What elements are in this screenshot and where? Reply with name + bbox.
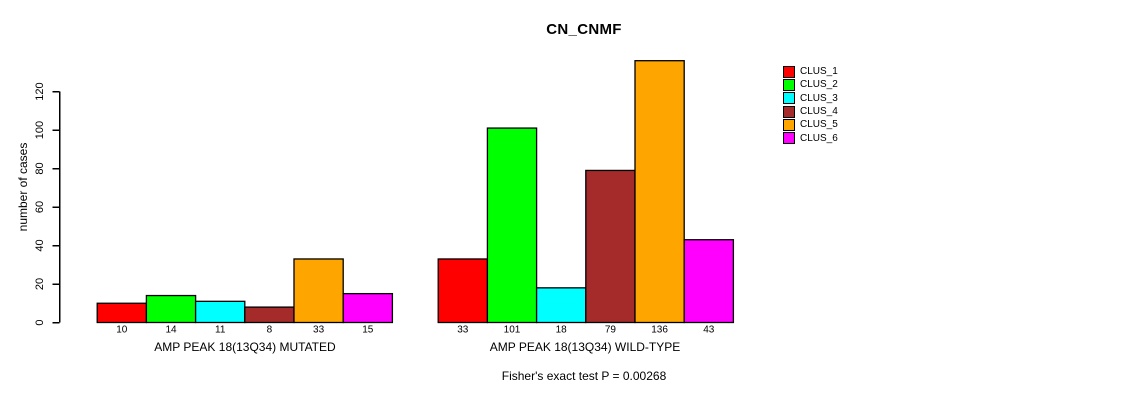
legend-item-clus_5: CLUS_5 — [783, 118, 838, 131]
bar-clus_2-cat0 — [145, 294, 197, 324]
legend-item-clus_2: CLUS_2 — [783, 78, 838, 91]
bar-value-label: 136 — [651, 325, 668, 336]
legend-swatch — [783, 65, 795, 78]
legend-label: CLUS_2 — [800, 79, 838, 91]
bar-clus_5-cat1 — [634, 60, 685, 324]
bar-clus_6-cat0 — [342, 292, 394, 324]
bar-clus_5-cat0 — [293, 258, 344, 324]
legend-swatch — [783, 132, 795, 145]
legend-item-clus_6: CLUS_6 — [783, 131, 838, 145]
bar-clus_3-cat0 — [194, 300, 246, 324]
legend-swatch — [783, 118, 795, 131]
bar-value-label: 33 — [457, 325, 469, 336]
legend-item-clus_4: CLUS_4 — [783, 105, 838, 118]
legend-label: CLUS_3 — [800, 92, 838, 104]
y-tick-label: 80 — [34, 162, 46, 174]
bar-clus_3-cat1 — [535, 287, 587, 324]
x-group-label-mutated: AMP PEAK 18(13Q34) MUTATED — [154, 340, 336, 354]
y-axis-label: number of cases — [16, 142, 30, 232]
bar-value-label: 79 — [605, 325, 617, 336]
bar-value-label: 11 — [215, 325, 226, 336]
y-tick-label: 100 — [34, 121, 46, 139]
bar-clus_4-cat1 — [585, 169, 636, 324]
chart-title: CN_CNMF — [546, 21, 622, 38]
bar-clus_1-cat1 — [437, 258, 489, 324]
legend-swatch — [783, 92, 795, 105]
y-tick-label: 60 — [34, 201, 46, 213]
bar-value-label: 10 — [116, 325, 128, 336]
legend-swatch — [783, 105, 795, 118]
bar-clus_6-cat1 — [683, 239, 735, 324]
legend-item-clus_3: CLUS_3 — [783, 92, 838, 105]
legend-label: CLUS_1 — [800, 66, 838, 78]
legend-item-clus_1: CLUS_1 — [783, 65, 838, 78]
bar-value-label: 8 — [267, 325, 273, 336]
fisher-test-note: Fisher's exact test P = 0.00268 — [501, 369, 667, 383]
bar-clus_2-cat1 — [486, 127, 538, 324]
legend-label: CLUS_6 — [800, 132, 838, 144]
x-group-label-wildtype: AMP PEAK 18(13Q34) WILD-TYPE — [489, 340, 681, 354]
bar-value-label: 18 — [556, 325, 568, 336]
legend: CLUS_1 CLUS_2 CLUS_3 CLUS_4 CLUS_5 CLUS_6 — [783, 65, 838, 145]
bar-value-label: 101 — [504, 325, 521, 336]
legend-label: CLUS_4 — [800, 106, 838, 118]
bar-clus_4-cat0 — [244, 306, 295, 324]
bar-value-label: 33 — [313, 325, 325, 336]
bar-value-label: 15 — [362, 325, 374, 336]
bar-clus_1-cat0 — [96, 302, 148, 324]
y-tick-label: 120 — [34, 82, 46, 100]
y-tick-label: 20 — [34, 278, 46, 290]
legend-swatch — [783, 78, 795, 91]
legend-label: CLUS_5 — [800, 119, 838, 131]
y-tick-label: 0 — [34, 319, 46, 325]
y-tick-label: 40 — [34, 239, 46, 251]
bar-value-label: 43 — [703, 325, 715, 336]
bar-value-label: 14 — [165, 325, 177, 336]
